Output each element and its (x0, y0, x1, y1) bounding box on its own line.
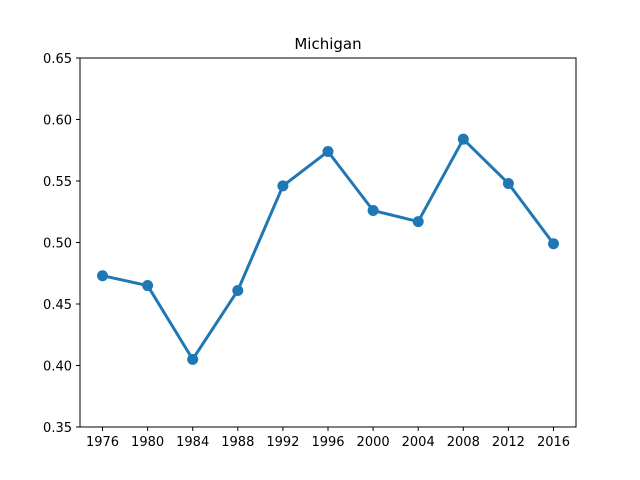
data-point (142, 280, 154, 292)
data-point (187, 353, 199, 365)
x-tick-label: 2000 (357, 435, 390, 450)
data-point (548, 238, 559, 250)
x-tick-label: 1988 (221, 435, 254, 450)
data-point (322, 145, 334, 157)
data-point (277, 180, 289, 192)
data-point (97, 270, 108, 282)
y-tick-label: 0.55 (43, 175, 72, 190)
series-line (101, 137, 555, 361)
data-point (457, 133, 469, 145)
data-point (412, 216, 424, 228)
data-point (502, 177, 514, 189)
y-tick-label: 0.40 (43, 360, 72, 375)
x-tick-label: 2004 (402, 435, 435, 450)
y-axis: 0.35 0.40 0.45 0.50 0.55 0.60 0.65 (43, 52, 80, 436)
data-point (367, 205, 379, 217)
x-tick-label: 1976 (86, 435, 119, 450)
x-tick-label: 1984 (176, 435, 209, 450)
x-tick-label: 2016 (537, 435, 570, 450)
y-tick-label: 0.45 (43, 298, 72, 313)
chart-title: Michigan (294, 35, 361, 53)
y-tick-label: 0.65 (43, 52, 72, 67)
x-tick-label: 1980 (131, 435, 164, 450)
y-tick-label: 0.60 (43, 114, 72, 129)
plot-frame (79, 57, 577, 428)
series-layer (97, 133, 559, 365)
data-point (232, 284, 244, 296)
x-tick-label: 2008 (447, 435, 480, 450)
y-tick-label: 0.50 (43, 237, 72, 252)
x-tick-label: 2012 (492, 435, 525, 450)
y-tick-label: 0.35 (43, 421, 72, 436)
x-tick-label: 1992 (266, 435, 299, 450)
x-tick-label: 1996 (311, 435, 344, 450)
x-axis: 1976 1980 1984 1988 1992 1996 2000 2004 2008 2012… (86, 427, 570, 450)
